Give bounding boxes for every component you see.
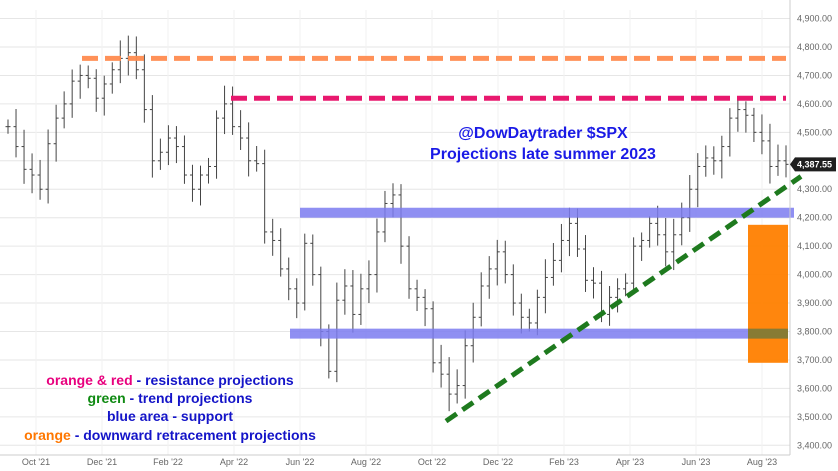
projections bbox=[82, 55, 803, 424]
y-tick-label: 4,500.00 bbox=[797, 127, 832, 137]
retracement-box bbox=[748, 224, 788, 363]
legend-key: green bbox=[88, 390, 126, 406]
legend-entry: green - trend projections bbox=[88, 390, 253, 406]
y-tick-label: 4,200.00 bbox=[797, 213, 832, 223]
chart-title: @DowDaytrader $SPX bbox=[458, 125, 628, 142]
y-tick-label: 4,300.00 bbox=[797, 184, 832, 194]
y-tick-label: 3,700.00 bbox=[797, 355, 832, 365]
legend-desc: - downward retracement projections bbox=[71, 427, 316, 443]
x-tick-label: Feb '23 bbox=[549, 457, 579, 467]
y-tick-label: 4,600.00 bbox=[797, 99, 832, 109]
x-tick-label: Feb '22 bbox=[153, 457, 183, 467]
x-tick-label: Dec '22 bbox=[483, 457, 513, 467]
y-tick-label: 4,900.00 bbox=[797, 14, 832, 24]
y-tick-label: 4,100.00 bbox=[797, 241, 832, 251]
legend-entry: blue area - support bbox=[107, 408, 233, 424]
x-tick-label: Jun '22 bbox=[286, 457, 315, 467]
legend-desc: - support bbox=[168, 408, 233, 424]
x-tick-label: Apr '22 bbox=[220, 457, 248, 467]
x-tick-label: Oct '22 bbox=[418, 457, 446, 467]
retracement-support-overlap bbox=[748, 328, 788, 339]
legend-key: blue area bbox=[107, 408, 169, 424]
y-tick-label: 4,000.00 bbox=[797, 270, 832, 280]
y-tick-label: 3,900.00 bbox=[797, 298, 832, 308]
y-tick-label: 3,600.00 bbox=[797, 383, 832, 393]
support-band-upper bbox=[300, 207, 794, 218]
candles bbox=[5, 35, 789, 412]
chart-subtitle: Projections late summer 2023 bbox=[430, 146, 656, 163]
last-price-label: 4,387.55 bbox=[797, 159, 832, 169]
y-axis: 3,400.00 3,500.00 3,600.00 3,700.00 3,800.00… bbox=[789, 0, 832, 455]
legend-key: orange & red bbox=[46, 372, 132, 388]
x-tick-label: Jun '23 bbox=[682, 457, 711, 467]
y-tick-label: 3,500.00 bbox=[797, 412, 832, 422]
legend-entry: orange & red - resistance projections bbox=[46, 372, 294, 388]
x-tick-label: Apr '23 bbox=[616, 457, 644, 467]
y-tick-label: 4,700.00 bbox=[797, 70, 832, 80]
x-tick-label: Dec '21 bbox=[87, 457, 117, 467]
y-tick-label: 3,400.00 bbox=[797, 440, 832, 450]
x-tick-label: Aug '22 bbox=[351, 457, 381, 467]
trend-line bbox=[444, 174, 803, 424]
grid bbox=[0, 10, 790, 455]
last-price-badge: 4,387.55 bbox=[790, 157, 836, 172]
support-band-lower bbox=[290, 328, 786, 339]
last-price-badge-shape bbox=[790, 157, 836, 172]
legend-desc: - resistance projections bbox=[133, 372, 294, 388]
legend: orange & red - resistance projections gre… bbox=[24, 372, 316, 443]
legend-desc: - trend projections bbox=[126, 390, 253, 406]
y-tick-label: 4,800.00 bbox=[797, 42, 832, 52]
y-tick-label: 3,800.00 bbox=[797, 327, 832, 337]
x-tick-label: Oct '21 bbox=[22, 457, 50, 467]
x-axis: Oct '21 Dec '21 Feb '22 Apr '22 Jun '22 Aug '… bbox=[0, 454, 790, 467]
x-tick-label: Aug '23 bbox=[747, 457, 777, 467]
legend-key: orange bbox=[24, 427, 71, 443]
legend-entry: orange - downward retracement projection… bbox=[24, 427, 316, 443]
